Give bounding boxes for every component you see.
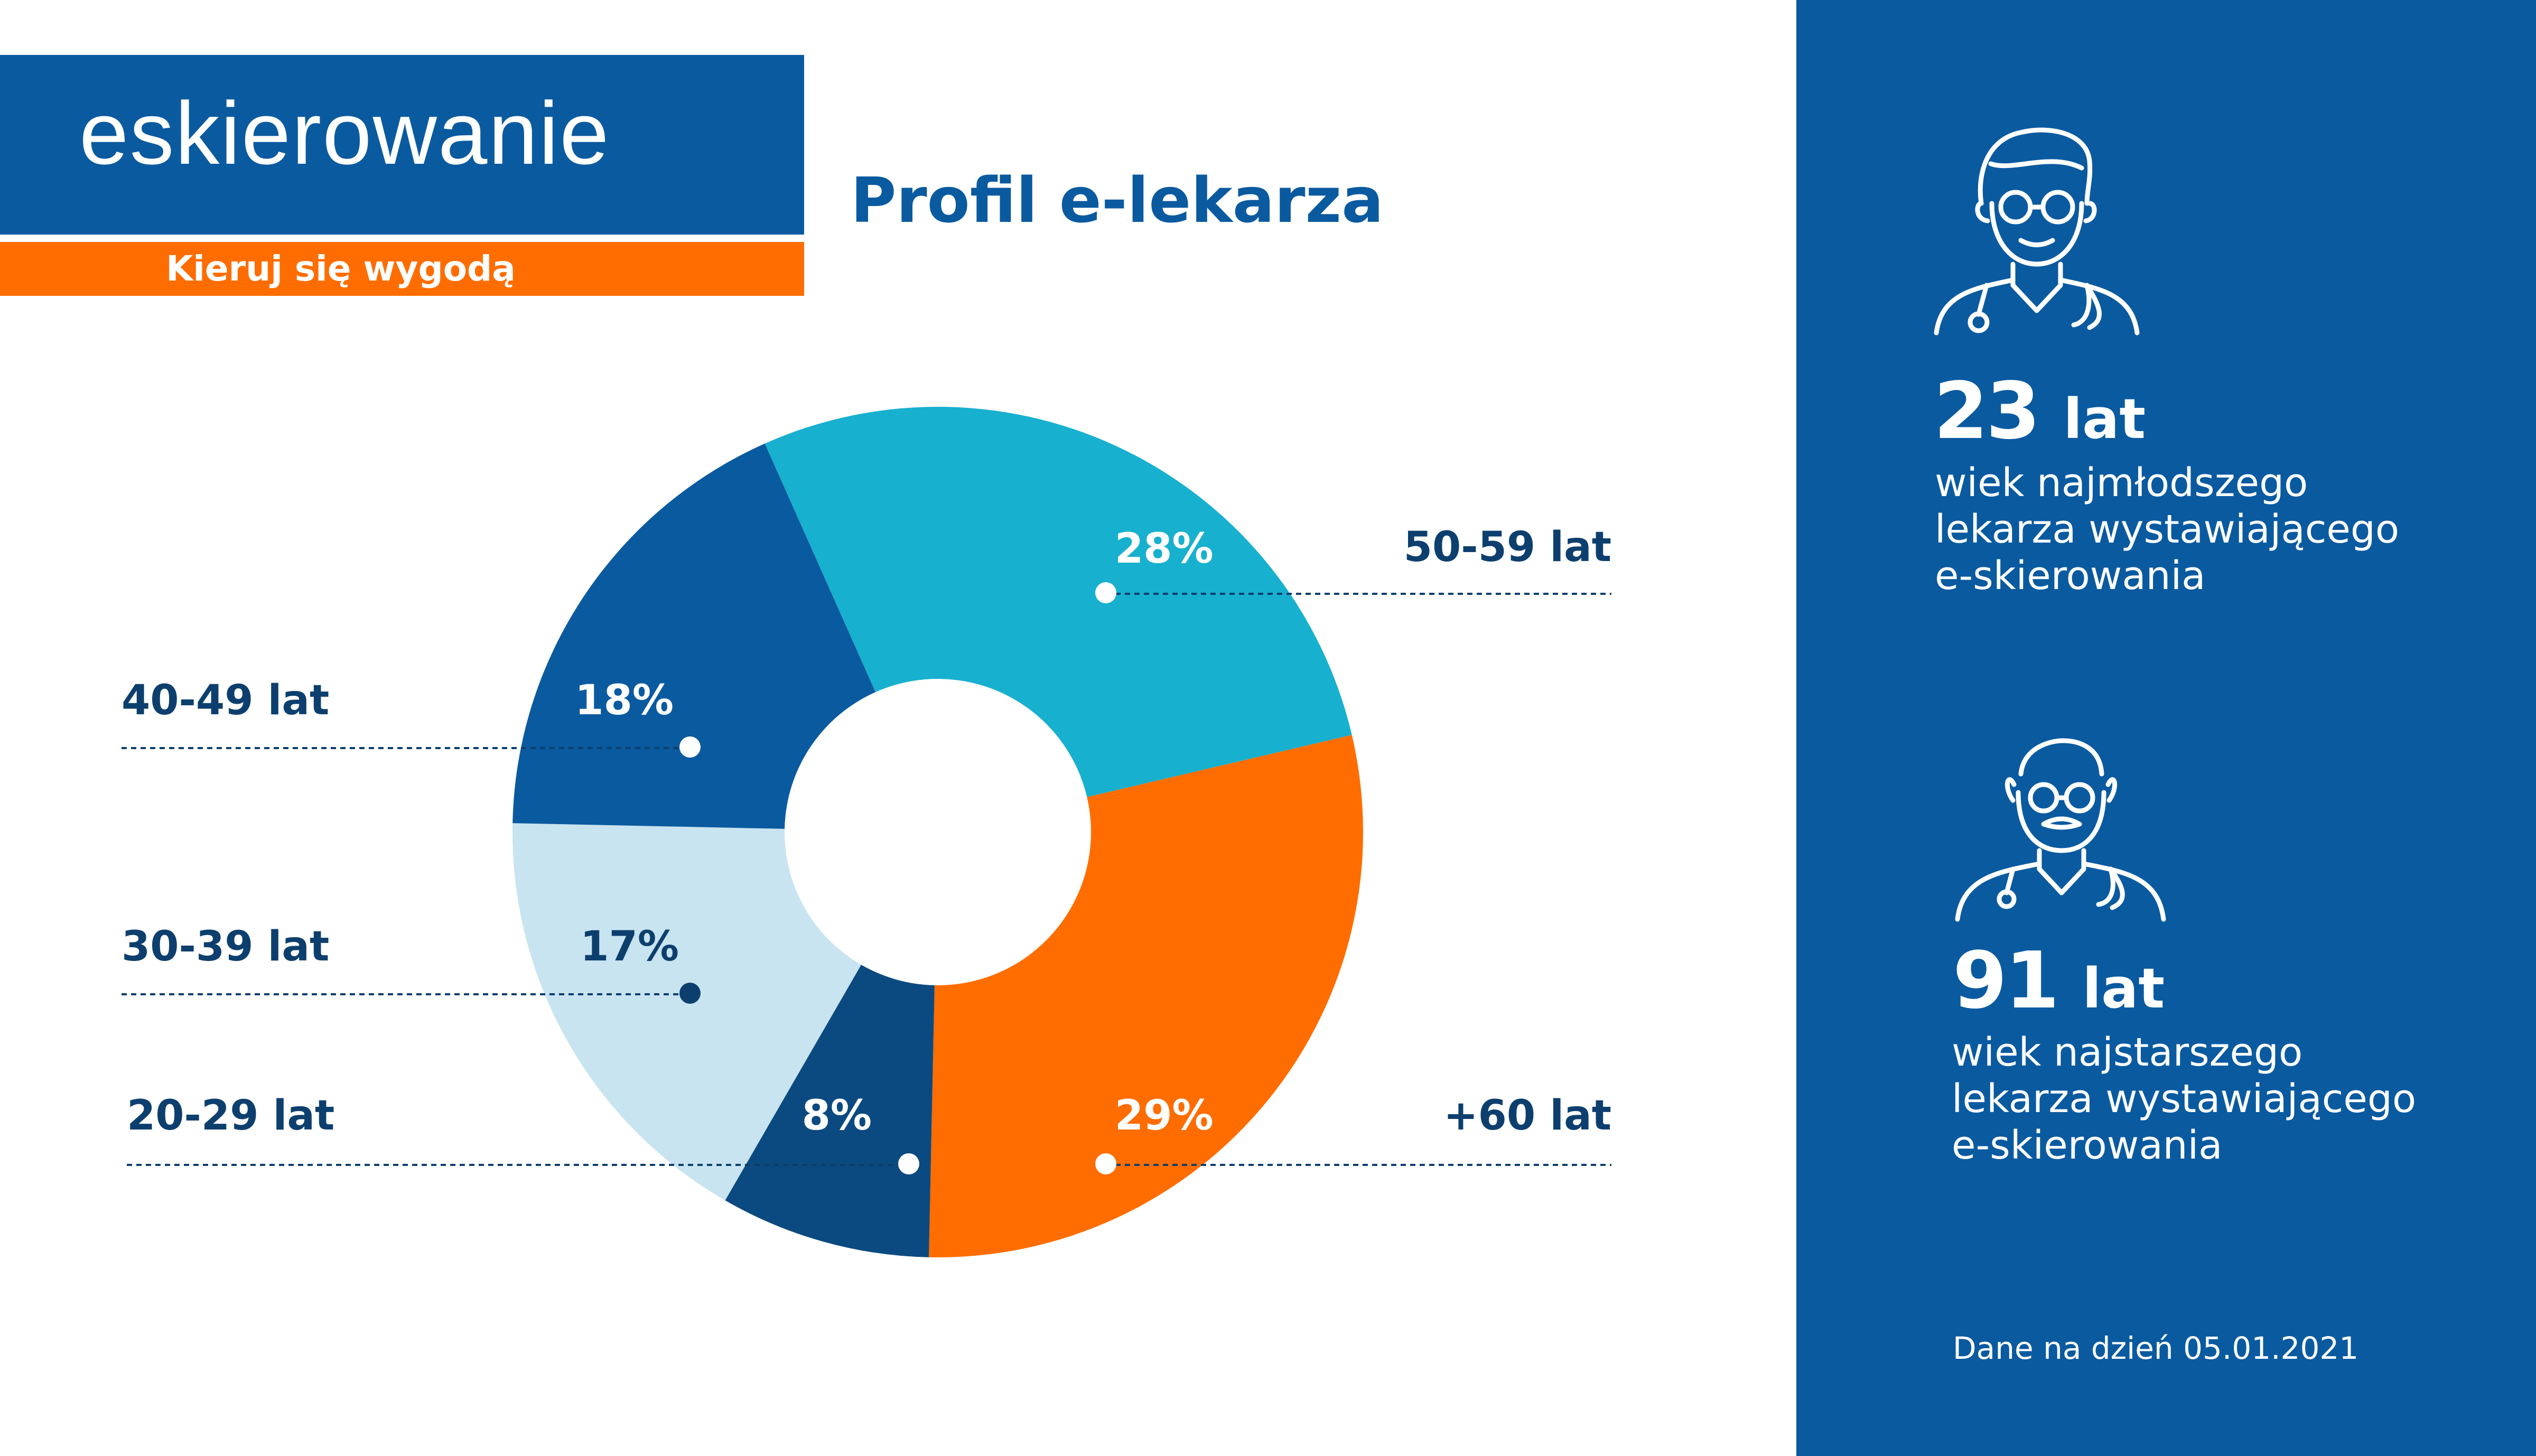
leader-dot [898, 1153, 919, 1174]
old-doctor-icon [1955, 738, 2166, 922]
donut-slice [725, 965, 935, 1257]
youngest-description: wiek najmłodszego lekarza wystawiającego… [1935, 460, 2516, 599]
category-label: 20-29 lat [127, 1092, 334, 1140]
donut-slices [512, 407, 1363, 1258]
youngest-age: 23 lat [1934, 372, 2146, 450]
oldest-description-line: wiek najstarszego [1952, 1030, 2303, 1075]
donut-slice [512, 823, 861, 1201]
leader-dot [1095, 582, 1116, 603]
youngest-age-unit: lat [2063, 387, 2146, 451]
youngest-description-line: wiek najmłodszego [1935, 460, 2308, 506]
category-label: 50-59 lat [1404, 524, 1611, 571]
slice-value-label: 18% [575, 677, 674, 724]
tagline: Kieruj się wygodą [166, 248, 516, 289]
oldest-description-line: lekarza wystawiającego [1952, 1076, 2417, 1122]
youngest-description-line: e-skierowania [1935, 553, 2206, 599]
oldest-description-line: e-skierowania [1952, 1123, 2223, 1168]
oldest-age-number: 91 [1953, 935, 2059, 1026]
donut-slice [929, 735, 1363, 1258]
tagline-bar [0, 242, 804, 296]
donut-slice [512, 443, 876, 829]
oldest-description: wiek najstarszego lekarza wystawiającego… [1952, 1029, 2533, 1169]
slice-value-label: 17% [580, 923, 679, 970]
young-doctor-icon [1934, 127, 2140, 335]
chart-title: Profil e-lekarza [851, 164, 1384, 237]
data-date: Dane na dzień 05.01.2021 [1953, 1330, 2359, 1366]
info-panel [1796, 0, 2536, 1456]
category-label: 40-49 lat [122, 677, 329, 724]
leader-dot [1095, 1153, 1116, 1174]
donut-slice [764, 407, 1352, 797]
slice-value-label: 8% [802, 1092, 872, 1140]
slice-value-label: 28% [1115, 525, 1214, 573]
logo: eskierowanie [79, 83, 610, 183]
leader-lines [122, 582, 1611, 1174]
category-label: +60 lat [1443, 1092, 1611, 1140]
slice-value-label: 29% [1115, 1092, 1214, 1140]
youngest-description-line: lekarza wystawiającego [1935, 507, 2400, 552]
youngest-age-number: 23 [1934, 366, 2040, 456]
donut-chart: 28% 50-59 lat 29% +60 lat 8% 20-29 lat 17% 30-3… [122, 407, 1611, 1258]
leader-dot [679, 983, 701, 1004]
chart-labels: 28% 50-59 lat 29% +60 lat 8% 20-29 lat 17% 30-3… [122, 524, 1611, 1140]
logo-block [0, 55, 804, 235]
leader-dot [679, 736, 701, 758]
oldest-age-unit: lat [2082, 956, 2165, 1021]
category-label: 30-39 lat [122, 923, 329, 970]
oldest-age: 91 lat [1953, 941, 2165, 1020]
